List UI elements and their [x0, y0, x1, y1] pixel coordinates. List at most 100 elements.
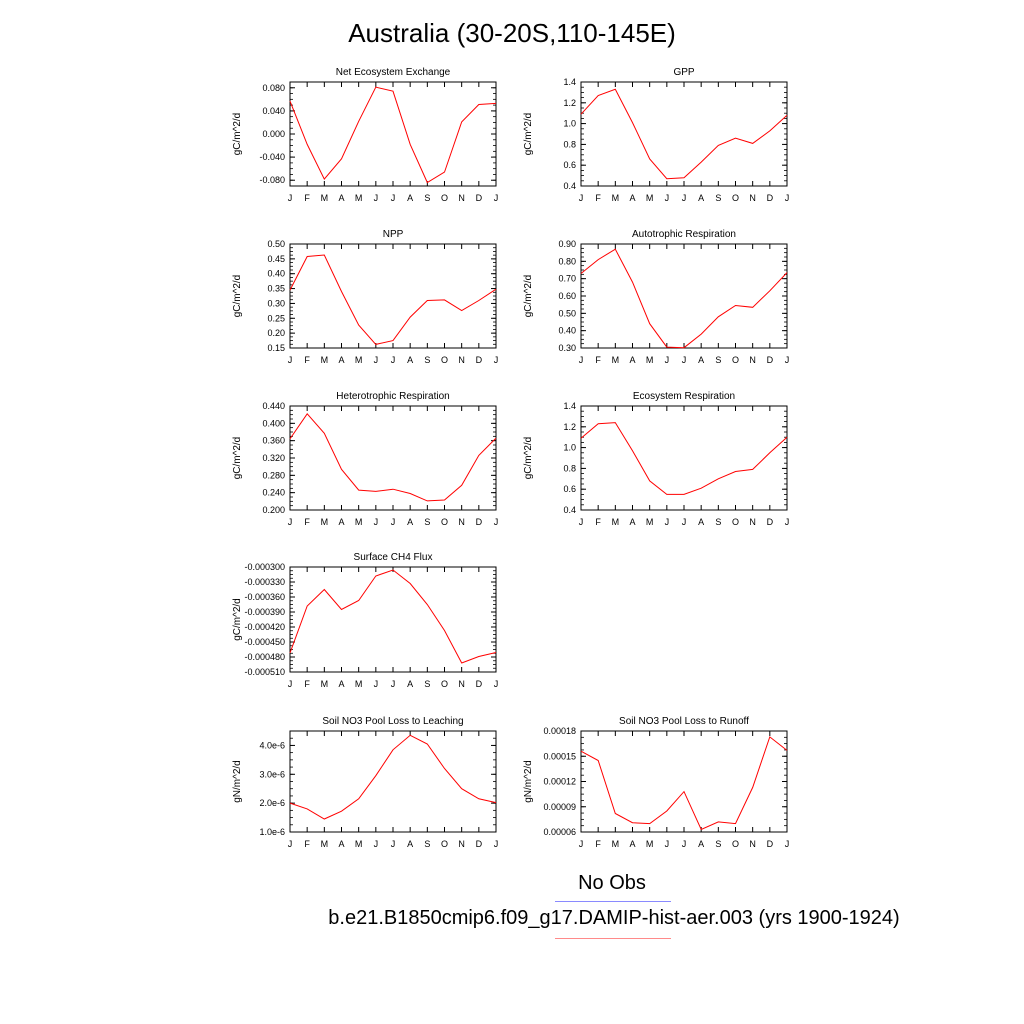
x-tick-label: S [424, 679, 430, 689]
x-tick-label: J [494, 517, 499, 527]
x-tick-label: J [374, 517, 379, 527]
x-tick-label: A [629, 517, 635, 527]
y-tick-label: 0.25 [267, 313, 285, 323]
y-tick-label: 0.6 [563, 484, 576, 494]
plot-frame [580, 243, 788, 349]
chart-title: NPP [383, 229, 404, 240]
y-tick-label: 3.0e-6 [259, 769, 285, 779]
x-tick-label: D [767, 839, 774, 849]
x-tick-label: N [458, 679, 465, 689]
series-line [580, 248, 788, 349]
y-tick-label: 0.45 [267, 254, 285, 264]
x-tick-label: F [304, 517, 310, 527]
series-line [289, 734, 497, 820]
chart-title: Net Ecosystem Exchange [336, 67, 451, 78]
x-tick-label: M [355, 355, 363, 365]
chart-9: Soil NO3 Pool Loss to Runoff gN/m^2/d J F M A… [523, 716, 789, 849]
x-tick-label: J [374, 839, 379, 849]
y-tick-label: 0.00006 [543, 827, 576, 837]
x-tick-label: A [338, 517, 344, 527]
y-axis-label: gN/m^2/d [523, 760, 534, 803]
chart-title: Autotrophic Respiration [632, 229, 736, 240]
y-tick-label: 0.50 [558, 308, 576, 318]
x-tick-label: D [476, 517, 483, 527]
y-tick-label: 0.00012 [543, 777, 576, 787]
x-tick-label: J [288, 839, 293, 849]
y-tick-label: 0.080 [262, 83, 285, 93]
plot-frame [289, 566, 497, 673]
x-tick-label: M [612, 517, 620, 527]
series-line [580, 422, 788, 495]
legend-model-label: b.e21.B1850cmip6.f09_g17.DAMIP-hist-aer.… [328, 907, 900, 929]
x-tick-label: F [304, 839, 310, 849]
y-tick-label: -0.000360 [244, 592, 285, 602]
x-tick-label: J [579, 517, 584, 527]
x-tick-label: M [321, 839, 329, 849]
chart-title: Soil NO3 Pool Loss to Runoff [619, 716, 749, 727]
x-tick-label: N [749, 355, 756, 365]
x-tick-label: J [374, 679, 379, 689]
x-tick-label: J [665, 517, 670, 527]
y-tick-label: -0.000450 [244, 637, 285, 647]
y-tick-label: -0.000390 [244, 607, 285, 617]
y-tick-label: 0.00018 [543, 726, 576, 736]
y-tick-label: 0.40 [267, 269, 285, 279]
x-tick-label: F [595, 839, 601, 849]
x-tick-label: F [595, 517, 601, 527]
x-tick-label: A [629, 839, 635, 849]
y-axis-label: gC/m^2/d [523, 437, 534, 480]
x-tick-label: A [338, 355, 344, 365]
x-tick-label: A [407, 193, 413, 203]
x-tick-label: M [612, 839, 620, 849]
x-tick-label: A [629, 193, 635, 203]
x-tick-label: N [458, 517, 465, 527]
plot-frame [580, 730, 788, 833]
y-axis-label: gC/m^2/d [232, 598, 243, 641]
x-tick-label: O [732, 839, 739, 849]
series-line [289, 569, 497, 664]
x-tick-label: J [665, 355, 670, 365]
page-title: Australia (30-20S,110-145E) [348, 18, 676, 48]
y-tick-label: 1.0e-6 [259, 827, 285, 837]
y-axis-label: gN/m^2/d [232, 760, 243, 803]
y-tick-label: -0.080 [259, 175, 285, 185]
chart-8: Soil NO3 Pool Loss to Leaching gN/m^2/d J F… [232, 716, 498, 849]
plot-frame [289, 405, 497, 511]
x-tick-label: D [476, 355, 483, 365]
y-axis-label: gC/m^2/d [232, 275, 243, 318]
x-tick-label: J [494, 355, 499, 365]
x-tick-label: A [629, 355, 635, 365]
x-tick-label: F [304, 679, 310, 689]
x-tick-label: M [612, 355, 620, 365]
y-tick-label: -0.000300 [244, 562, 285, 572]
x-tick-label: J [391, 355, 396, 365]
y-tick-label: 1.2 [563, 422, 576, 432]
x-tick-label: D [476, 193, 483, 203]
x-tick-label: J [682, 839, 687, 849]
series-line [289, 254, 497, 345]
plot-frame [289, 81, 497, 187]
x-tick-label: O [441, 839, 448, 849]
x-tick-label: S [715, 193, 721, 203]
y-tick-label: 0.80 [558, 256, 576, 266]
x-tick-label: O [441, 517, 448, 527]
x-tick-label: J [579, 839, 584, 849]
x-tick-label: J [494, 679, 499, 689]
x-tick-label: A [338, 839, 344, 849]
y-tick-label: 0.4 [563, 181, 576, 191]
x-tick-label: O [441, 355, 448, 365]
x-tick-label: M [612, 193, 620, 203]
y-tick-label: 0.30 [558, 343, 576, 353]
y-tick-label: 1.2 [563, 98, 576, 108]
x-tick-label: S [715, 839, 721, 849]
x-tick-label: N [749, 839, 756, 849]
y-tick-label: 0.400 [262, 418, 285, 428]
x-tick-label: D [767, 517, 774, 527]
chart-title: Surface CH4 Flux [354, 552, 433, 563]
x-tick-label: J [682, 355, 687, 365]
